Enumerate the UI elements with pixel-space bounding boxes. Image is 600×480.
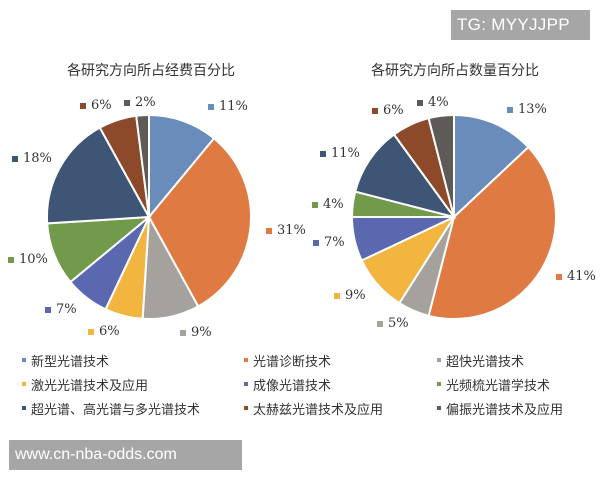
label-swatch-icon [372,108,378,114]
label-swatch-icon [12,156,18,162]
slice-label-text: 5% [388,316,409,331]
legend-swatch-icon [22,382,26,386]
slice-label-text: 2% [135,95,156,110]
label-swatch-icon [507,107,513,113]
legend-swatch-icon [437,382,441,386]
label-swatch-icon [266,228,272,234]
slice-label-text: 41% [567,269,596,284]
label-swatch-icon [313,240,319,246]
legend-item: 新型光谱技术 [22,350,244,370]
slice-label: 31% [266,224,306,238]
legend-label: 超光谱、高光谱与多光谱技术 [31,402,201,418]
slice-label-text: 31% [277,223,306,238]
legend-swatch-icon [437,358,441,362]
legend-item: 成像光谱技术 [244,374,437,394]
legend-label: 偏振光谱技术及应用 [446,402,564,418]
slice-label-text: 9% [345,288,366,303]
slice-label-text: 6% [91,98,112,113]
legend-item: 光频梳光谱学技术 [437,374,582,394]
chart-title-count: 各研究方向所占数量百分比 [371,63,539,79]
slice-label-text: 11% [331,146,360,161]
slice-label: 5% [377,317,409,331]
watermark-bottom: www.cn-nba-odds.com [9,440,242,470]
label-swatch-icon [8,257,14,263]
label-swatch-icon [334,293,340,299]
pie-slice [135,113,150,218]
legend-swatch-icon [22,406,26,410]
label-swatch-icon [377,321,383,327]
slice-label: 6% [88,325,120,339]
pie-slice [427,145,557,320]
slice-label-text: 13% [518,102,547,117]
slice-label: 13% [507,103,547,117]
slice-label: 41% [556,270,596,284]
watermark-top: TG: MYYJJPP [451,10,590,40]
legend-swatch-icon [244,358,248,362]
legend-swatch-icon [437,406,441,410]
legend-swatch-icon [244,406,248,410]
legend-label: 光谱诊断技术 [253,354,332,370]
pie-slice [147,137,252,308]
legend-item: 太赫兹光谱技术及应用 [244,398,437,418]
legend-item: 光谱诊断技术 [244,350,437,370]
pie-slice [427,113,455,218]
slice-label: 9% [180,326,212,340]
legend-item: 超快光谱技术 [437,350,582,370]
pie-chart-count [350,113,557,320]
label-swatch-icon [320,151,326,157]
slice-label: 6% [372,104,404,118]
label-swatch-icon [80,103,86,109]
label-swatch-icon [124,100,130,106]
legend-label: 光频梳光谱学技术 [446,378,551,394]
pie-slice [148,113,216,220]
slice-label-text: 18% [23,151,52,166]
slice-label-text: 4% [323,197,344,212]
slice-label-text: 6% [99,324,120,339]
slice-label-text: 11% [219,99,248,114]
pie-slice [453,113,530,220]
label-swatch-icon [45,307,51,313]
slice-label-text: 7% [324,235,345,250]
slice-label: 18% [12,152,52,166]
label-swatch-icon [417,100,423,106]
legend-label: 太赫兹光谱技术及应用 [253,402,384,418]
legend: 新型光谱技术 光谱诊断技术 超快光谱技术 激光光谱技术及应用 成像光谱技术 光频… [22,350,582,418]
slice-label: 11% [320,147,360,161]
legend-label: 新型光谱技术 [31,354,110,370]
slice-label-text: 6% [383,103,404,118]
slice-label-text: 10% [19,252,48,267]
legend-swatch-icon [22,358,26,362]
slice-label: 11% [208,100,248,114]
slice-label-text: 9% [191,325,212,340]
legend-item: 超光谱、高光谱与多光谱技术 [22,398,244,418]
legend-swatch-icon [244,382,248,386]
slice-label: 10% [8,253,48,267]
slice-label: 4% [312,198,344,212]
pie-slice [353,133,457,219]
label-swatch-icon [556,274,562,280]
pie-slice [46,126,151,225]
legend-label: 激光光谱技术及应用 [31,378,149,394]
chart-title-funding: 各研究方向所占经费百分比 [67,63,235,79]
slice-label: 7% [45,303,77,317]
slice-label-text: 7% [56,302,77,317]
legend-label: 超快光谱技术 [446,354,525,370]
pie-chart-funding [46,113,252,320]
slice-label: 2% [124,96,156,110]
legend-item: 激光光谱技术及应用 [22,374,244,394]
slice-label: 6% [80,99,112,113]
slice-label: 9% [334,289,366,303]
legend-item: 偏振光谱技术及应用 [437,398,582,418]
label-swatch-icon [180,330,186,336]
label-swatch-icon [312,202,318,208]
label-swatch-icon [208,104,214,110]
label-swatch-icon [88,329,94,335]
slice-label: 7% [313,236,345,250]
slice-label-text: 4% [428,95,449,110]
legend-label: 成像光谱技术 [253,378,332,394]
slice-label: 4% [417,96,449,110]
